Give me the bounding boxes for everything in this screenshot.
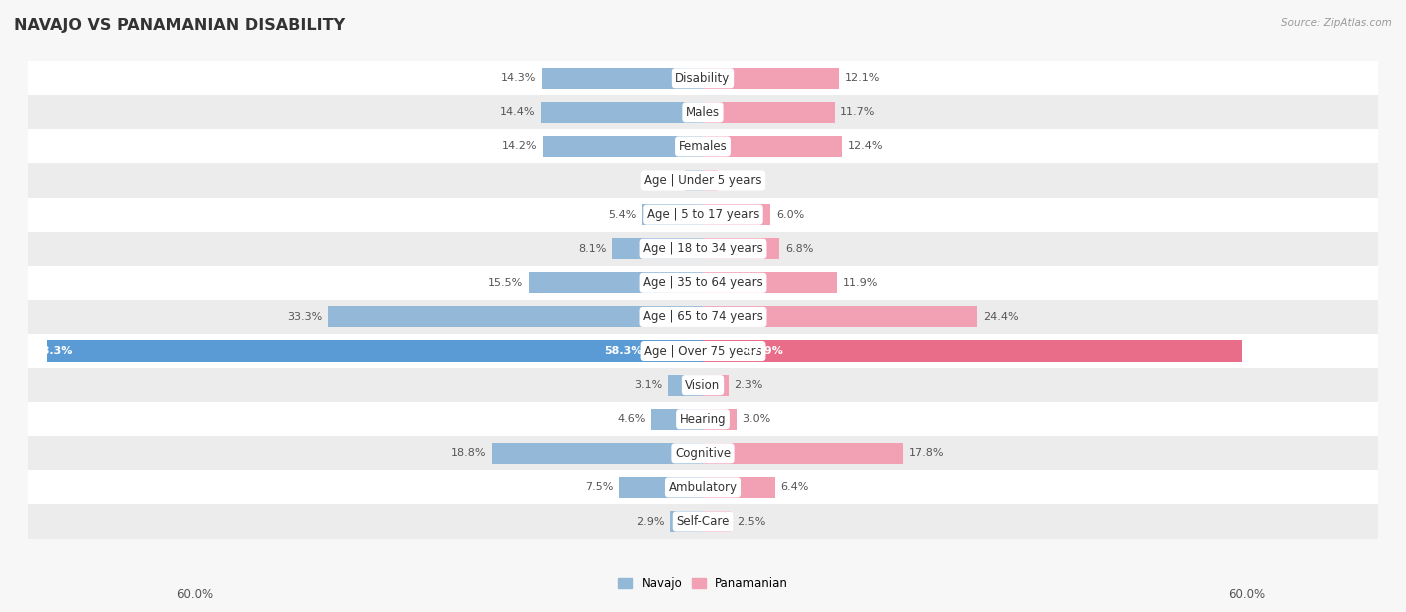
Text: 11.9%: 11.9% <box>842 278 877 288</box>
Text: 60.0%: 60.0% <box>176 588 212 600</box>
Text: 1.3%: 1.3% <box>723 176 751 185</box>
Text: 6.4%: 6.4% <box>780 482 808 493</box>
Bar <box>28 129 1378 163</box>
Text: 2.3%: 2.3% <box>734 380 763 390</box>
Text: Hearing: Hearing <box>679 412 727 426</box>
Text: 18.8%: 18.8% <box>450 449 486 458</box>
Text: 58.3%: 58.3% <box>34 346 72 356</box>
Bar <box>28 61 1378 95</box>
Text: Age | Under 5 years: Age | Under 5 years <box>644 174 762 187</box>
Bar <box>543 136 703 157</box>
Bar <box>28 504 1378 539</box>
Text: Cognitive: Cognitive <box>675 447 731 460</box>
Text: Ambulatory: Ambulatory <box>668 481 738 494</box>
Bar <box>492 442 703 464</box>
Text: 14.2%: 14.2% <box>502 141 537 151</box>
Bar <box>28 266 1378 300</box>
Text: 14.3%: 14.3% <box>501 73 537 83</box>
Bar <box>703 102 835 123</box>
Bar <box>651 409 703 430</box>
Text: 5.4%: 5.4% <box>609 210 637 220</box>
Text: 2.9%: 2.9% <box>637 517 665 526</box>
Text: 60.0%: 60.0% <box>1229 588 1265 600</box>
Text: Age | Over 75 years: Age | Over 75 years <box>644 345 762 357</box>
Bar <box>703 375 728 396</box>
Text: 14.4%: 14.4% <box>501 107 536 118</box>
Bar <box>28 471 1378 504</box>
Text: 12.1%: 12.1% <box>845 73 880 83</box>
Text: 17.8%: 17.8% <box>908 449 945 458</box>
Bar <box>28 368 1378 402</box>
Text: 11.7%: 11.7% <box>841 107 876 118</box>
Text: Males: Males <box>686 106 720 119</box>
Text: 3.1%: 3.1% <box>634 380 662 390</box>
Text: 33.3%: 33.3% <box>288 312 323 322</box>
Text: 15.5%: 15.5% <box>488 278 523 288</box>
Text: 8.1%: 8.1% <box>578 244 606 254</box>
Bar <box>619 477 703 498</box>
Text: 7.5%: 7.5% <box>585 482 613 493</box>
Bar <box>543 68 703 89</box>
Bar <box>703 136 842 157</box>
Text: Age | 18 to 34 years: Age | 18 to 34 years <box>643 242 763 255</box>
Bar <box>685 170 703 191</box>
Text: Disability: Disability <box>675 72 731 84</box>
Bar <box>703 272 837 293</box>
Text: 47.9%: 47.9% <box>1333 346 1372 356</box>
Bar <box>329 307 703 327</box>
Legend: Navajo, Panamanian: Navajo, Panamanian <box>613 572 793 595</box>
Bar <box>28 436 1378 471</box>
Bar <box>643 204 703 225</box>
Bar <box>28 334 1378 368</box>
Bar <box>703 68 839 89</box>
Bar <box>703 204 770 225</box>
Text: Age | 5 to 17 years: Age | 5 to 17 years <box>647 208 759 221</box>
Bar <box>612 238 703 259</box>
Bar <box>703 307 977 327</box>
Bar <box>703 340 1241 362</box>
Text: 58.3%: 58.3% <box>605 346 643 356</box>
Bar <box>703 409 737 430</box>
Bar <box>28 300 1378 334</box>
Text: Females: Females <box>679 140 727 153</box>
Bar <box>28 198 1378 232</box>
Text: Age | 65 to 74 years: Age | 65 to 74 years <box>643 310 763 323</box>
Text: Age | 35 to 64 years: Age | 35 to 64 years <box>643 277 763 289</box>
Bar <box>28 232 1378 266</box>
Text: 2.5%: 2.5% <box>737 517 765 526</box>
Bar <box>28 402 1378 436</box>
Text: 3.0%: 3.0% <box>742 414 770 424</box>
Text: Vision: Vision <box>685 379 721 392</box>
Text: 4.6%: 4.6% <box>617 414 645 424</box>
Text: 12.4%: 12.4% <box>848 141 883 151</box>
Text: 1.6%: 1.6% <box>651 176 679 185</box>
Bar <box>703 477 775 498</box>
Bar <box>28 163 1378 198</box>
Bar <box>671 511 703 532</box>
Bar <box>703 170 717 191</box>
Bar <box>703 442 903 464</box>
Text: 47.9%: 47.9% <box>745 346 783 356</box>
Bar <box>529 272 703 293</box>
Text: Source: ZipAtlas.com: Source: ZipAtlas.com <box>1281 18 1392 28</box>
Bar <box>28 95 1378 129</box>
Text: 6.0%: 6.0% <box>776 210 804 220</box>
Text: 24.4%: 24.4% <box>983 312 1019 322</box>
Text: NAVAJO VS PANAMANIAN DISABILITY: NAVAJO VS PANAMANIAN DISABILITY <box>14 18 346 34</box>
Text: Self-Care: Self-Care <box>676 515 730 528</box>
Bar <box>541 102 703 123</box>
Bar <box>48 340 703 362</box>
Text: 6.8%: 6.8% <box>785 244 814 254</box>
Bar <box>668 375 703 396</box>
Bar <box>703 238 779 259</box>
Bar <box>703 511 731 532</box>
